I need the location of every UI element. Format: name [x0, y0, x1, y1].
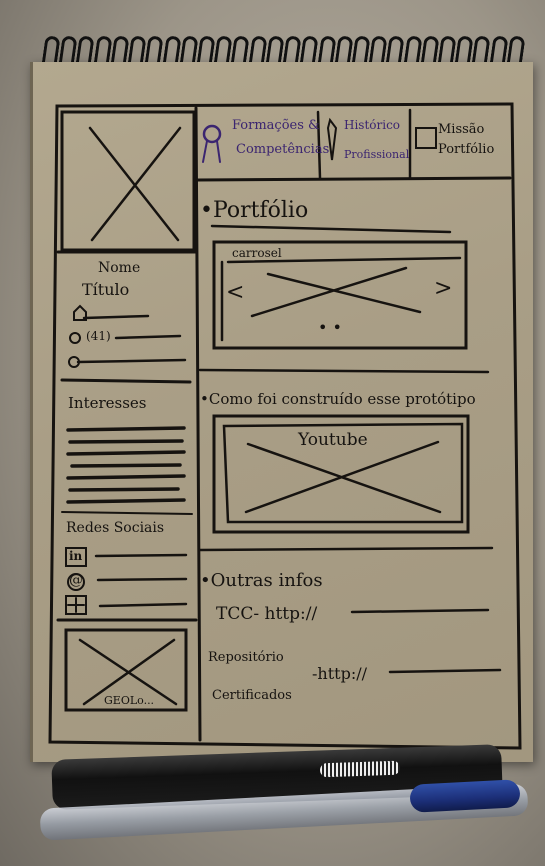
map-label: GEOLo... — [104, 694, 155, 707]
phone-prefix: (41) — [86, 329, 111, 343]
avatar-placeholder — [60, 110, 196, 252]
tcc-link[interactable]: TCC- http:// — [216, 604, 318, 624]
outer-frame — [48, 102, 522, 750]
certificates-label: Certificados — [212, 688, 292, 703]
repo-link[interactable]: -http:// — [312, 664, 367, 683]
at-icon[interactable]: @ — [69, 572, 83, 588]
nav-item-missao-line2: Portfólio — [438, 142, 495, 157]
profile-name: Nome — [98, 260, 141, 276]
map-placeholder — [64, 628, 188, 712]
repo-label: Repositório — [208, 650, 284, 665]
blue-pen-cap — [409, 779, 521, 813]
portfolio-underline — [210, 224, 452, 234]
video-label[interactable]: Youtube — [298, 430, 368, 450]
interests-lines — [66, 426, 186, 504]
nav-item-historico-line2: Profissional — [344, 148, 410, 161]
social-heading: Redes Sociais — [66, 520, 165, 536]
profile-title: Título — [82, 280, 130, 299]
carousel-prev-button[interactable]: < — [226, 280, 245, 305]
build-heading: •Como foi construído esse protótipo — [200, 390, 476, 408]
linkedin-icon[interactable]: in — [69, 549, 83, 563]
portfolio-heading: •Portfólio — [200, 198, 309, 223]
other-heading: •Outras infos — [200, 570, 323, 591]
carousel-box — [212, 240, 468, 350]
tie-icon — [326, 117, 338, 161]
award-icon — [202, 124, 222, 144]
sidebar-divider — [194, 106, 202, 742]
carousel-dots[interactable]: • • — [318, 318, 342, 337]
video-box — [212, 414, 470, 534]
nav-item-missao[interactable]: Missão — [438, 122, 485, 137]
nav-label: Formações & — [232, 118, 320, 133]
pen-barcode-label — [319, 760, 401, 778]
carousel-next-button[interactable]: > — [434, 276, 453, 301]
interests-heading: Interesses — [68, 394, 147, 412]
nav-item-formacoes-line2: Competências — [236, 142, 330, 157]
briefcase-icon — [415, 127, 437, 149]
nav-item-formacoes[interactable]: Formações & — [232, 118, 320, 133]
carousel-label: carrosel — [232, 246, 282, 260]
nav-item-historico[interactable]: Histórico — [344, 118, 401, 132]
